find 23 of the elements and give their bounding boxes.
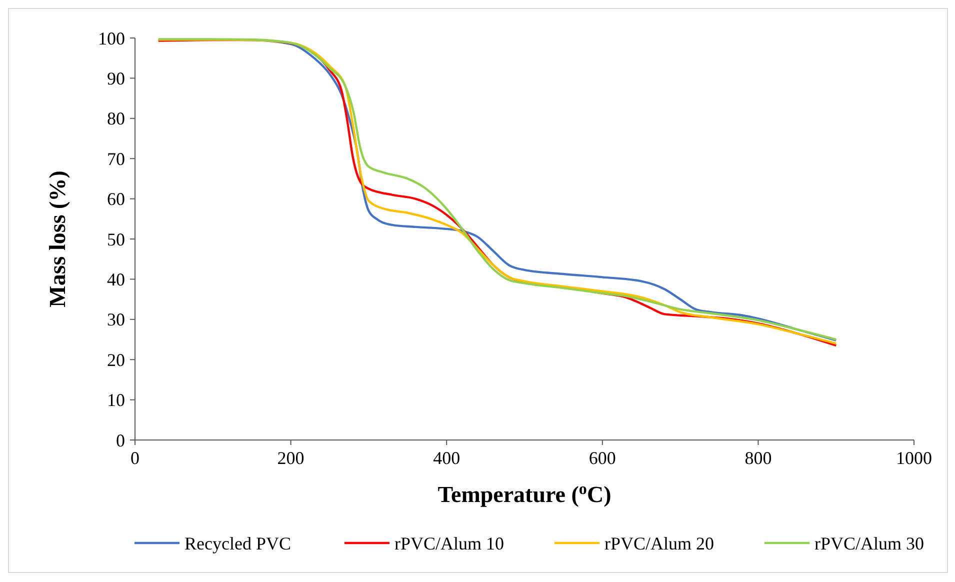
x-tick-label: 600 <box>588 448 616 468</box>
y-tick-label: 80 <box>107 108 125 129</box>
x-axis-title: Temperature ($^{o}$C) <box>438 480 612 507</box>
legend-label: Recycled PVC <box>184 533 291 554</box>
x-tick-label: 400 <box>433 448 460 468</box>
y-tick-label: 20 <box>107 350 125 370</box>
y-tick-label: 90 <box>107 68 125 88</box>
y-tick-label: 50 <box>107 229 125 250</box>
x-tick-label: 1000 <box>896 448 932 468</box>
y-tick-label: 0 <box>116 430 125 450</box>
y-tick-label: 40 <box>107 270 125 290</box>
y-tick-label: 60 <box>107 189 125 210</box>
x-tick-label: 0 <box>130 448 140 468</box>
y-tick-label: 10 <box>107 390 125 410</box>
y-tick-label: 30 <box>107 310 125 330</box>
y-tick-label: 100 <box>98 28 125 48</box>
legend-label: rPVC/Alum 20 <box>604 533 714 554</box>
y-tick-label: 70 <box>107 148 125 169</box>
legend-label: rPVC/Alum 30 <box>814 533 924 554</box>
y-axis-title: Mass loss (%) <box>45 170 70 308</box>
legend-label: rPVC/Alum 10 <box>394 533 504 554</box>
x-tick-label: 200 <box>277 448 304 468</box>
x-tick-label: 800 <box>744 448 772 468</box>
